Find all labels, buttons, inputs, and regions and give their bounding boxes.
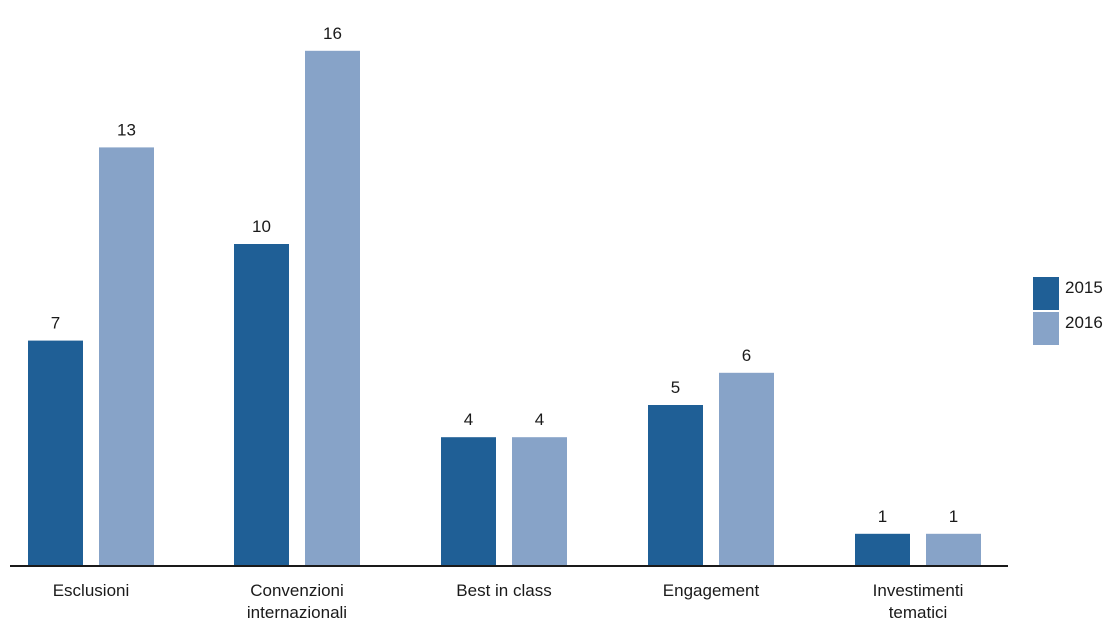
bars-layer	[28, 50, 981, 567]
category-label-2-line-0: Best in class	[456, 581, 551, 600]
bar-2015-0	[28, 340, 83, 566]
legend-label-2015: 2015	[1065, 278, 1103, 297]
legend-label-2016: 2016	[1065, 313, 1103, 332]
data-label-2015-3: 5	[671, 378, 680, 397]
legend: 2015 2016	[1033, 277, 1103, 345]
data-label-2016-1: 16	[323, 24, 342, 43]
legend-swatch-2016	[1033, 312, 1059, 345]
bar-2016-1	[305, 50, 360, 567]
data-label-2016-0: 13	[117, 120, 136, 139]
data-label-2015-1: 10	[252, 217, 271, 236]
data-label-2016-2: 4	[535, 410, 544, 429]
category-label-3-line-0: Engagement	[663, 581, 760, 600]
data-label-2015-0: 7	[51, 314, 60, 333]
category-label-0-line-0: Esclusioni	[53, 581, 130, 600]
legend-swatch-2015	[1033, 277, 1059, 310]
category-label-4-line-0: Investimenti	[873, 581, 964, 600]
bar-2015-1	[234, 244, 289, 566]
bar-2016-0	[99, 147, 154, 566]
value-labels-layer: 7 13 10 16 4 4 5 6 1 1	[51, 24, 958, 526]
data-label-2016-3: 6	[742, 346, 751, 365]
bar-2016-4	[926, 533, 981, 566]
category-label-1-line-0: Convenzioni	[250, 581, 344, 600]
data-label-2015-2: 4	[464, 410, 473, 429]
bar-2015-3	[648, 405, 703, 566]
category-label-1-line-1: internazionali	[247, 603, 347, 621]
category-labels-layer: Esclusioni Convenzioni internazionali Best …	[53, 581, 964, 621]
bar-2015-4	[855, 533, 910, 566]
data-label-2016-4: 1	[949, 507, 958, 526]
data-label-2015-4: 1	[878, 507, 887, 526]
bar-2015-2	[441, 437, 496, 566]
bar-2016-3	[719, 372, 774, 566]
category-label-4-line-1: tematici	[889, 603, 948, 621]
bar-2016-2	[512, 437, 567, 566]
